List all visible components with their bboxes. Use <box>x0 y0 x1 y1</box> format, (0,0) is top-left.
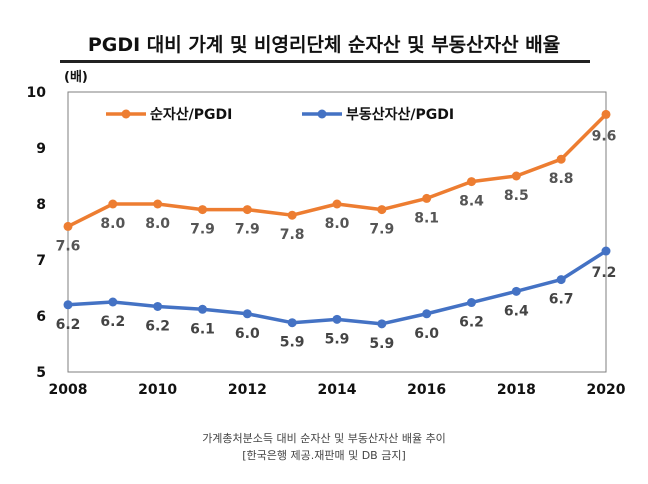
data-point <box>287 318 297 328</box>
data-point <box>242 205 252 215</box>
x-tick-label: 2018 <box>497 382 536 398</box>
data-point <box>422 193 432 203</box>
data-point <box>332 314 342 324</box>
x-tick-label: 2010 <box>138 382 177 398</box>
data-label: 8.0 <box>325 216 350 232</box>
x-tick-label: 2016 <box>407 382 446 398</box>
data-point <box>287 210 297 220</box>
data-label: 5.9 <box>369 336 394 352</box>
data-label: 6.2 <box>56 317 81 333</box>
data-point <box>153 199 163 209</box>
x-tick-label: 2008 <box>49 382 88 398</box>
data-label: 6.7 <box>549 292 574 308</box>
data-point <box>377 319 387 329</box>
y-tick-label: 10 <box>27 85 47 101</box>
y-tick-label: 9 <box>36 141 46 157</box>
title-underline <box>60 60 590 63</box>
caption-line-1: 가계총처분소득 대비 순자산 및 부동산자산 배율 추이 <box>202 432 446 445</box>
data-point <box>601 246 611 256</box>
data-point <box>556 154 566 164</box>
y-tick-label: 8 <box>36 197 46 213</box>
data-label: 8.4 <box>459 194 484 210</box>
data-label: 9.6 <box>592 128 617 144</box>
data-label: 6.0 <box>235 326 260 342</box>
legend-marker <box>121 109 131 119</box>
x-tick-label: 2014 <box>318 382 357 398</box>
data-label: 6.4 <box>504 303 529 319</box>
x-tick-label: 2020 <box>587 382 626 398</box>
data-point <box>601 109 611 119</box>
data-label: 6.0 <box>414 326 439 342</box>
x-tick-label: 2012 <box>228 382 267 398</box>
data-label: 6.2 <box>100 314 125 330</box>
data-point <box>467 177 476 187</box>
data-label: 7.9 <box>235 222 260 238</box>
data-point <box>108 297 118 307</box>
data-label: 8.8 <box>549 171 574 187</box>
data-label: 7.9 <box>190 222 215 238</box>
data-point <box>467 298 476 308</box>
caption-line-2: [한국은행 제공.재판매 및 DB 금지] <box>242 449 406 462</box>
data-label: 7.9 <box>369 222 394 238</box>
data-label: 7.8 <box>280 227 305 243</box>
data-point <box>377 205 387 215</box>
series-line-1 <box>67 113 608 228</box>
data-label: 5.9 <box>280 335 305 351</box>
data-point <box>198 205 207 215</box>
data-label: 6.2 <box>145 318 170 334</box>
data-label: 6.1 <box>190 321 215 337</box>
data-point <box>511 286 521 296</box>
chart-title: PGDI 대비 가계 및 비영리단체 순자산 및 부동산자산 배율 <box>87 34 561 56</box>
line-chart: 5 6 7 8 9 10 2008 2010 2012 2014 2016 2018 2020 7.6 8.… <box>27 85 626 398</box>
data-point <box>63 221 73 231</box>
data-label: 8.5 <box>504 188 529 204</box>
legend-marker <box>317 109 327 119</box>
data-label: 5.9 <box>325 331 350 347</box>
data-label: 6.2 <box>459 315 484 331</box>
data-point <box>153 301 163 311</box>
legend-label: 순자산/PGDI <box>150 106 232 123</box>
legend-label: 부동산자산/PGDI <box>346 106 454 123</box>
data-point <box>422 309 432 319</box>
data-point <box>63 300 73 310</box>
data-point <box>242 309 252 319</box>
data-point <box>332 199 342 209</box>
data-point <box>511 171 521 181</box>
data-label: 7.6 <box>56 238 81 254</box>
y-tick-label: 5 <box>36 365 46 381</box>
data-label: 7.2 <box>592 265 617 281</box>
data-label: 8.1 <box>414 210 439 226</box>
data-label: 8.0 <box>100 216 125 232</box>
y-axis-unit: (배) <box>64 70 88 85</box>
plot-frame <box>67 91 607 373</box>
y-tick-label: 6 <box>36 309 46 325</box>
data-point <box>556 275 566 285</box>
y-tick-label: 7 <box>36 253 46 269</box>
data-point <box>108 199 118 209</box>
data-point <box>198 304 207 314</box>
data-label: 8.0 <box>145 216 170 232</box>
